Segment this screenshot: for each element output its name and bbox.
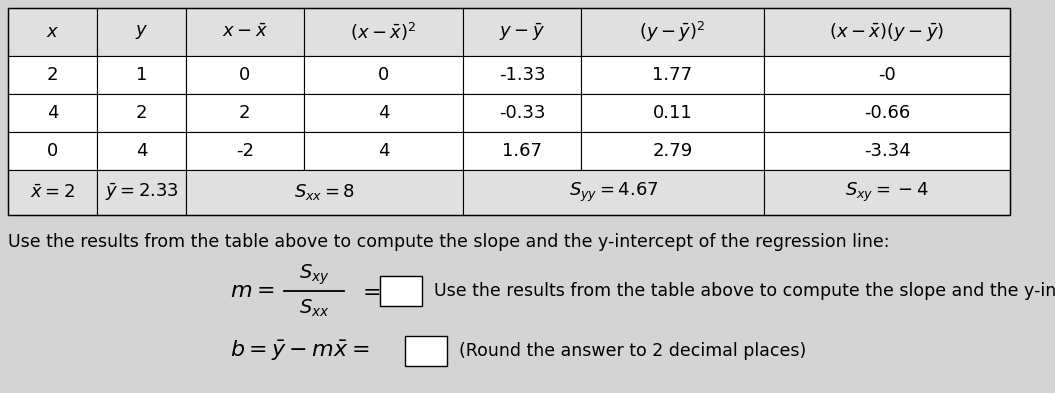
Bar: [304, 132, 463, 170]
Text: -0.33: -0.33: [499, 104, 545, 122]
Text: $(x - \bar{x})^2$: $(x - \bar{x})^2$: [350, 21, 417, 43]
Bar: [8, 56, 97, 94]
Bar: [463, 94, 581, 132]
Bar: [8, 132, 97, 170]
Text: 0: 0: [239, 66, 250, 84]
Bar: [581, 56, 764, 94]
Text: 2: 2: [46, 66, 58, 84]
Text: Use the results from the table above to compute the slope and the y-intercept of: Use the results from the table above to …: [8, 233, 889, 251]
Text: 4: 4: [46, 104, 58, 122]
Bar: [764, 94, 1010, 132]
Text: $(y - \bar{y})^2$: $(y - \bar{y})^2$: [639, 20, 706, 44]
Text: 0: 0: [46, 142, 58, 160]
Text: -0.66: -0.66: [864, 104, 910, 122]
Text: $b = \bar{y} - m\bar{x} =$: $b = \bar{y} - m\bar{x} =$: [230, 339, 369, 363]
Bar: [380, 276, 422, 306]
Bar: [8, 8, 1010, 215]
Bar: [304, 8, 463, 56]
Bar: [764, 132, 1010, 170]
Text: Use the results from the table above to compute the slope and the y-intercept of: Use the results from the table above to …: [434, 282, 1055, 300]
Text: $S_{xy} = -4$: $S_{xy} = -4$: [845, 181, 928, 204]
Bar: [764, 56, 1010, 94]
Text: $S_{yy} = 4.67$: $S_{yy} = 4.67$: [569, 181, 658, 204]
Bar: [764, 170, 1010, 215]
Text: $\bar{x} = 2$: $\bar{x} = 2$: [30, 184, 75, 202]
Text: $=$: $=$: [358, 281, 381, 301]
Bar: [463, 56, 581, 94]
Text: 0.11: 0.11: [653, 104, 692, 122]
Text: 4: 4: [136, 142, 148, 160]
Bar: [764, 8, 1010, 56]
Text: 1: 1: [136, 66, 147, 84]
Text: 0: 0: [378, 66, 389, 84]
Bar: [186, 94, 304, 132]
Bar: [581, 8, 764, 56]
Text: $S_{xx}$: $S_{xx}$: [299, 298, 329, 319]
Bar: [97, 94, 186, 132]
Bar: [405, 336, 447, 366]
Text: 4: 4: [378, 104, 389, 122]
Text: $\bar{y} = 2.33$: $\bar{y} = 2.33$: [104, 182, 178, 203]
Bar: [97, 132, 186, 170]
Text: 2.79: 2.79: [652, 142, 693, 160]
Bar: [463, 170, 764, 215]
Bar: [97, 170, 186, 215]
Text: $y$: $y$: [135, 23, 148, 41]
Bar: [304, 94, 463, 132]
Text: 2: 2: [136, 104, 148, 122]
Text: -3.34: -3.34: [864, 142, 910, 160]
Text: -1.33: -1.33: [499, 66, 545, 84]
Text: $S_{xy}$: $S_{xy}$: [299, 263, 329, 287]
Text: $m =$: $m =$: [230, 281, 274, 301]
Text: 1.77: 1.77: [652, 66, 692, 84]
Text: 1.67: 1.67: [502, 142, 542, 160]
Text: (Round the answer to 2 decimal places): (Round the answer to 2 decimal places): [459, 342, 806, 360]
Bar: [186, 170, 463, 215]
Bar: [304, 56, 463, 94]
Text: $y - \bar{y}$: $y - \bar{y}$: [499, 21, 545, 43]
Text: $x - \bar{x}$: $x - \bar{x}$: [222, 23, 268, 41]
Bar: [8, 170, 97, 215]
Bar: [186, 56, 304, 94]
Bar: [186, 132, 304, 170]
Text: 2: 2: [239, 104, 250, 122]
Bar: [581, 132, 764, 170]
Text: $x$: $x$: [45, 23, 59, 41]
Bar: [186, 8, 304, 56]
Bar: [581, 94, 764, 132]
Text: $S_{xx} = 8$: $S_{xx} = 8$: [294, 182, 356, 202]
Bar: [97, 8, 186, 56]
Text: -0: -0: [878, 66, 896, 84]
Text: -2: -2: [235, 142, 254, 160]
Text: $(x - \bar{x})(y - \bar{y})$: $(x - \bar{x})(y - \bar{y})$: [829, 21, 944, 43]
Bar: [8, 94, 97, 132]
Bar: [97, 56, 186, 94]
Bar: [463, 8, 581, 56]
Bar: [8, 8, 97, 56]
Bar: [463, 132, 581, 170]
Text: 4: 4: [378, 142, 389, 160]
